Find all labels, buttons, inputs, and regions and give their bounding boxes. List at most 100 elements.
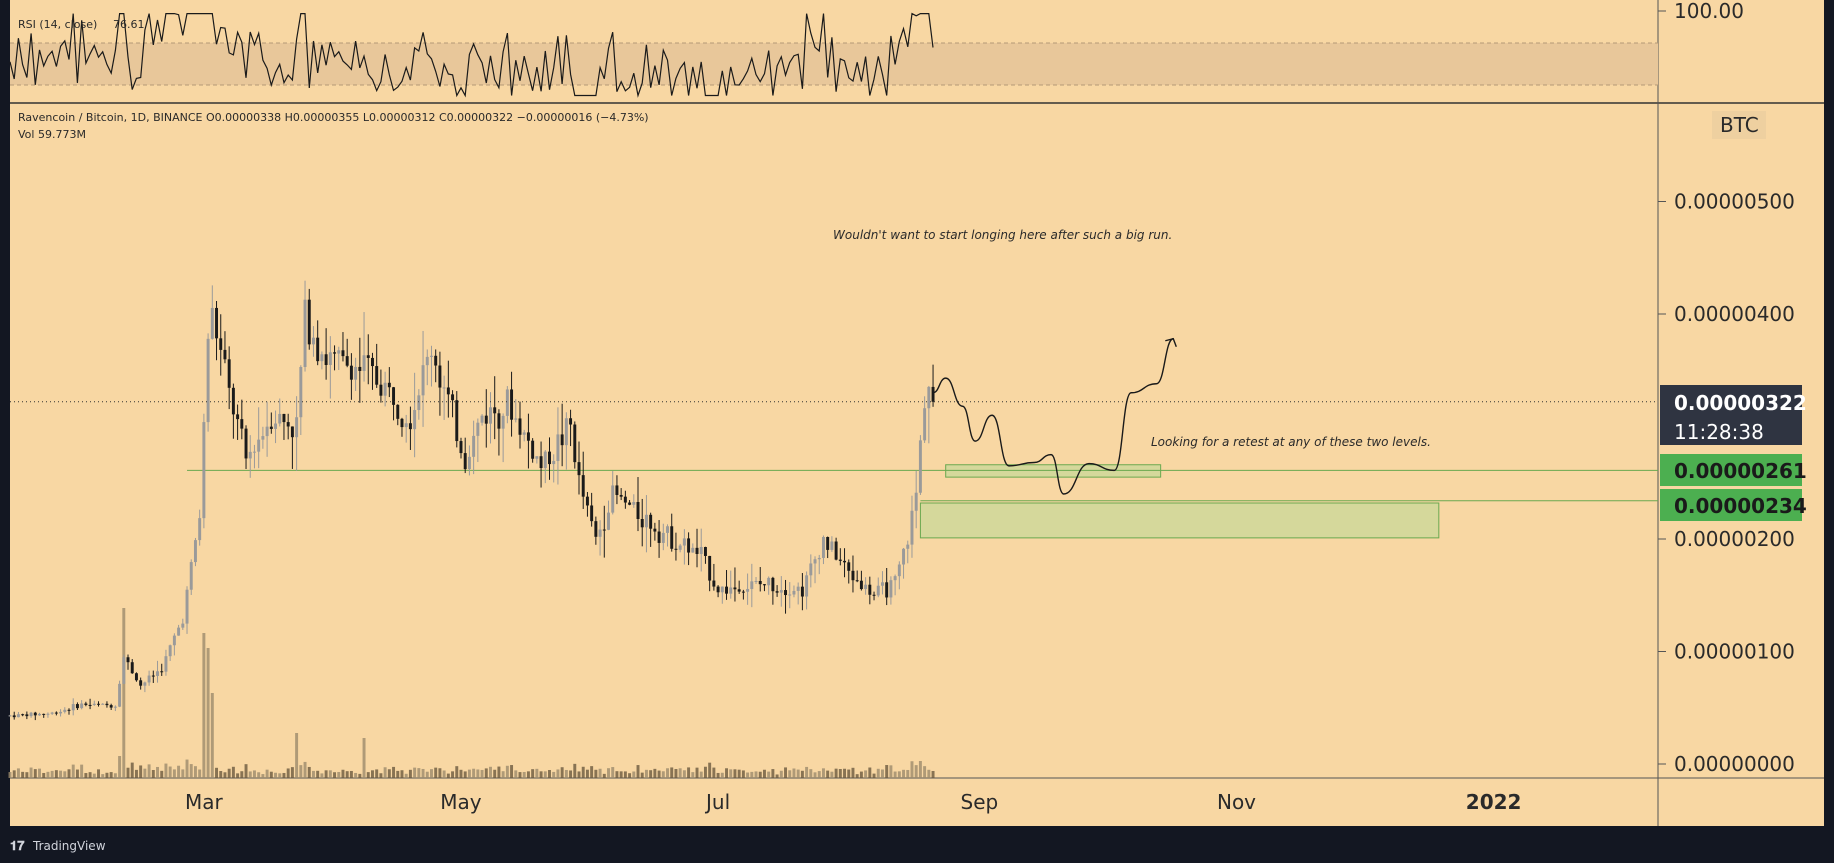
candle-body — [775, 591, 779, 593]
volume-bar — [442, 770, 446, 778]
candle-body — [838, 559, 842, 561]
volume-bar — [303, 761, 307, 778]
candle-body — [623, 496, 627, 503]
price-axis-label: 0.00000000 — [1674, 752, 1795, 776]
volume-bar — [834, 768, 838, 778]
volume-bar — [674, 768, 678, 778]
current-price-tag[interactable]: 0.00000322 11:28:38 — [1660, 385, 1807, 445]
volume-bar — [33, 769, 37, 778]
volume-bar — [531, 769, 535, 778]
candle-body — [889, 580, 893, 598]
volume-bar — [198, 769, 202, 778]
candle-body — [585, 496, 589, 506]
volume-bar — [594, 769, 598, 778]
candle-body — [577, 462, 581, 476]
candle-body — [172, 635, 176, 646]
candle-body — [244, 428, 248, 459]
volume-bar — [505, 765, 509, 778]
candle-body — [725, 586, 728, 594]
candle-body — [168, 645, 172, 657]
candle-body — [215, 307, 219, 339]
annotation-top-note[interactable]: Wouldn't want to start longing here afte… — [833, 228, 1172, 242]
volume-bar — [413, 767, 417, 778]
countdown-label: 11:28:38 — [1674, 420, 1764, 444]
candle-body — [868, 584, 872, 595]
support-level-tag-1[interactable]: 0.00000261 — [1660, 454, 1807, 486]
candle-body — [864, 584, 868, 590]
price-axis-label: 0.00000200 — [1674, 527, 1795, 551]
volume-bar — [893, 771, 897, 778]
candle-body — [750, 581, 754, 589]
candle-body — [910, 510, 914, 545]
candle-body — [543, 451, 547, 469]
volume-bar — [134, 769, 138, 778]
candle-body — [71, 704, 75, 711]
current-price-tag-bg — [1660, 385, 1802, 445]
price-axis[interactable]: 0.00000500 0.00000400 0.00000200 0.00000100… — [1658, 190, 1795, 777]
volume-bar — [12, 770, 16, 778]
volume-bar — [615, 771, 619, 778]
candle-body — [333, 352, 337, 354]
candle-body — [493, 407, 497, 414]
volume-bar — [430, 769, 433, 778]
candle-body — [880, 582, 884, 586]
volume-bar — [118, 756, 122, 778]
candle-body — [404, 423, 408, 428]
candle-body — [619, 494, 623, 497]
volume-bar — [25, 772, 29, 778]
time-axis[interactable]: Mar May Jul Sep Nov 2022 — [185, 790, 1521, 814]
candle-body — [46, 713, 50, 715]
candle-body — [8, 715, 12, 717]
tradingview-brand[interactable]: 𝟏𝟕 TradingView — [10, 839, 106, 854]
support-level-tag-2[interactable]: 0.00000234 — [1660, 489, 1807, 521]
candle-body — [143, 682, 147, 686]
volume-bar — [371, 770, 374, 778]
volume-bar — [737, 769, 741, 778]
candle-body — [876, 585, 880, 596]
candle-body — [134, 673, 138, 681]
projection-arrowhead — [1165, 337, 1177, 347]
volume-bar — [459, 769, 463, 778]
candle-body — [539, 456, 543, 469]
volume-bar — [92, 773, 96, 778]
candle-body — [594, 521, 598, 537]
candle-body — [522, 432, 526, 435]
candle-body — [193, 540, 197, 563]
volume-bar — [543, 771, 547, 778]
candle-body — [598, 529, 602, 537]
candle-body — [269, 426, 273, 429]
volume-bar — [404, 773, 408, 778]
candle-body — [265, 426, 269, 437]
candle-body — [472, 435, 476, 457]
volume-bar — [830, 771, 834, 778]
volume-bar — [480, 769, 484, 778]
candle-body — [872, 594, 876, 596]
candle-body — [105, 703, 109, 706]
volume-bar — [400, 770, 404, 778]
volume-bar — [67, 769, 71, 778]
candle-body — [931, 386, 935, 402]
candle-body — [455, 400, 459, 442]
candle-body — [371, 357, 374, 367]
symbol-legend[interactable]: Ravencoin / Bitcoin, 1D, BINANCE — [18, 111, 203, 124]
support-level-lines[interactable] — [187, 469, 1658, 502]
volume-bar — [147, 764, 151, 778]
volume-bar — [316, 770, 320, 778]
support-zones[interactable] — [919, 464, 1440, 539]
projection-path[interactable] — [932, 338, 1174, 495]
rsi-pane[interactable]: RSI (14, close) 76.61 100.00 — [9, 0, 1744, 98]
volume-bar — [716, 772, 720, 778]
annotation-retest-note[interactable]: Looking for a retest at any of these two… — [1151, 435, 1431, 449]
volume-bar — [931, 770, 935, 778]
candle-body — [252, 451, 256, 453]
candle-body — [918, 440, 922, 493]
candle-body — [438, 365, 442, 388]
candle-body — [248, 451, 252, 459]
volume-bar — [202, 633, 206, 778]
volume-legend: Vol 59.773M — [18, 128, 86, 141]
candle-body — [653, 528, 657, 532]
volume-bar — [181, 769, 185, 778]
volume-bar — [526, 771, 530, 778]
currency-badge[interactable]: BTC — [1720, 113, 1759, 137]
